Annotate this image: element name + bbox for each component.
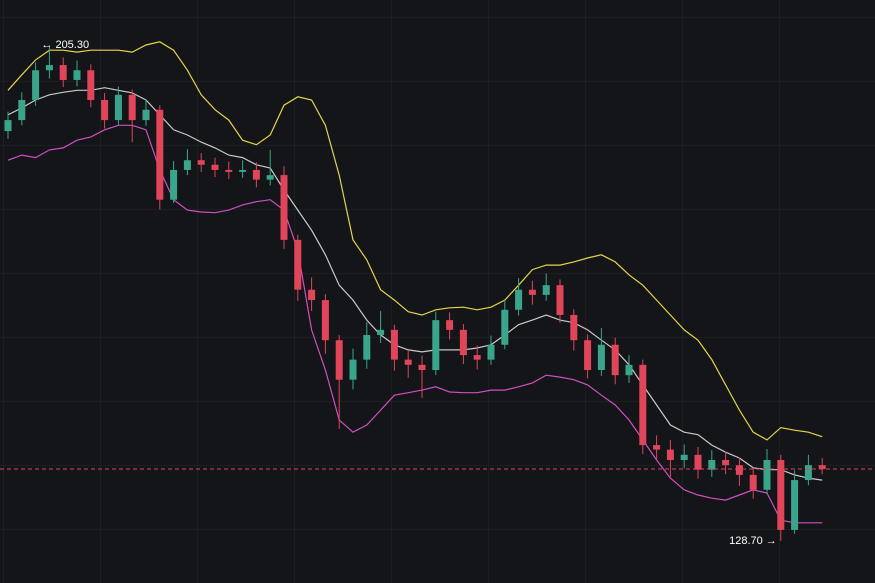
candle-body [211,164,219,170]
candle-body [528,289,536,295]
candle-body [349,359,357,380]
candle-body [32,70,40,101]
candle-body [777,459,785,530]
candle-body [763,459,771,490]
candle-body [515,289,523,310]
candle-body [4,120,12,132]
candle-body [404,359,412,365]
candle-body [183,160,191,170]
candle-body [308,289,316,301]
candle-body [114,94,122,121]
candle-body [584,340,592,370]
candle-body [321,300,329,341]
candle-body [611,344,619,376]
candle-body [197,160,205,165]
candle-body [597,344,605,370]
upper-band [7,41,823,441]
lower-band [7,124,823,524]
candle-body [570,314,578,341]
candle-body [749,474,757,490]
candle-body [694,454,702,470]
candle-body [459,329,467,356]
candle-body [653,445,661,450]
candle-body [473,355,481,360]
candle-body [294,239,302,290]
candle-body [804,465,812,481]
candle-body [252,169,260,180]
candle-body [556,285,564,315]
candle-body [101,100,109,121]
extreme-label: ← 205.30 [41,39,89,51]
candle-body [666,449,674,460]
candle-body [625,364,633,376]
candle-body [735,465,743,475]
candle-body [377,329,385,336]
candle-body [59,65,67,80]
candle-body [501,309,509,345]
candle-body [791,480,799,530]
extreme-label: 128.70 → [729,535,777,547]
candle-body [142,109,150,121]
candle-body [266,175,274,180]
candle-body [170,169,178,200]
candle-body [156,109,164,200]
candle-body [432,320,440,370]
candle-body [363,335,371,360]
candle-body [225,169,233,172]
candle-body [680,454,688,460]
candle-body [239,169,247,172]
candle-body [639,364,647,446]
candle-body [487,344,495,360]
candle-body [18,100,26,121]
candle-body [335,340,343,380]
candle-body [446,320,454,330]
candle-body [45,65,53,71]
candle-body [280,175,288,240]
candle-body [542,285,550,295]
candle-body [87,70,95,101]
candle-body [128,94,136,121]
candle-body [390,329,398,360]
candle-body [418,364,426,370]
middle-band [7,87,823,481]
candle-body [722,459,730,466]
candle-body [73,70,81,80]
candle-body [818,465,826,470]
candle-body [708,459,716,470]
